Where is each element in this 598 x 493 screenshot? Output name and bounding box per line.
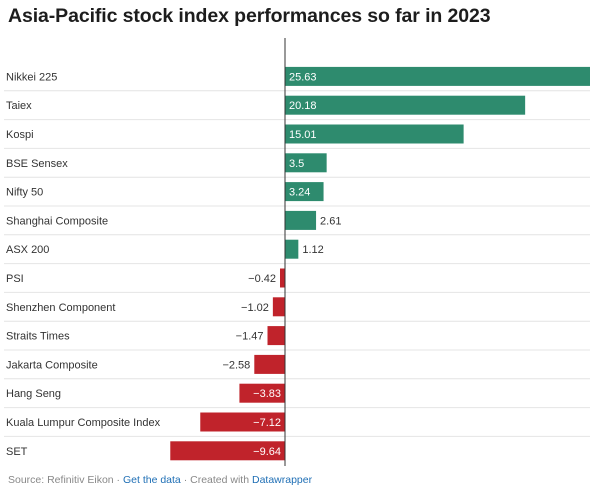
chart-title: Asia-Pacific stock index performances so… (8, 5, 491, 27)
bar[interactable] (285, 153, 327, 173)
category-label: Taiex (6, 100, 32, 112)
category-label: PSI (6, 273, 24, 285)
value-label: −9.64 (253, 446, 281, 458)
category-label: Shenzhen Component (6, 302, 115, 314)
bar[interactable] (254, 354, 285, 374)
value-label: 1.12 (302, 244, 323, 256)
value-label: −0.42 (248, 273, 276, 285)
bar[interactable] (285, 182, 324, 202)
category-label: Hang Seng (6, 388, 61, 400)
value-label: 2.61 (320, 215, 341, 227)
value-label: 15.01 (289, 129, 317, 141)
bar[interactable] (239, 383, 285, 403)
bar[interactable] (272, 297, 285, 317)
category-label: Nifty 50 (6, 187, 43, 199)
bar[interactable] (285, 124, 464, 144)
value-label: 20.18 (289, 100, 317, 112)
category-label: ASX 200 (6, 244, 49, 256)
value-label: −1.47 (236, 331, 264, 343)
category-label: Nikkei 225 (6, 71, 57, 83)
source-text: Source: Refinitiv Eikon (8, 474, 114, 486)
category-label: Shanghai Composite (6, 215, 108, 227)
category-label: Kuala Lumpur Composite Index (6, 417, 161, 429)
bar[interactable] (285, 66, 590, 86)
bar[interactable] (285, 239, 299, 259)
get-data-link[interactable]: Get the data (122, 474, 181, 486)
value-label: −3.83 (253, 388, 281, 400)
created-with-text: · Created with (180, 474, 252, 486)
bar[interactable] (200, 412, 285, 432)
bar[interactable] (170, 441, 285, 461)
chart-footer: Source: Refinitiv Eikon · Get the data ·… (8, 474, 312, 486)
bar[interactable] (285, 95, 526, 115)
value-label: 3.24 (289, 187, 310, 199)
bar[interactable] (267, 326, 285, 346)
value-label: 25.63 (289, 71, 317, 83)
category-label: Kospi (6, 129, 34, 141)
footer-separator: · (113, 474, 123, 486)
bar-chart: Nikkei 225 25.63 Taiex 20.18 Kospi 15.01 BSE S… (4, 38, 590, 466)
category-label: Straits Times (6, 331, 70, 343)
category-label: SET (6, 446, 28, 458)
category-label: BSE Sensex (6, 158, 68, 170)
value-label: −7.12 (253, 417, 281, 429)
value-label: −2.58 (222, 359, 250, 371)
value-label: −1.02 (241, 302, 269, 314)
datawrapper-link[interactable]: Datawrapper (251, 474, 313, 486)
bar[interactable] (280, 268, 285, 288)
value-label: 3.5 (289, 158, 304, 170)
bar[interactable] (285, 210, 317, 230)
category-label: Jakarta Composite (6, 359, 98, 371)
